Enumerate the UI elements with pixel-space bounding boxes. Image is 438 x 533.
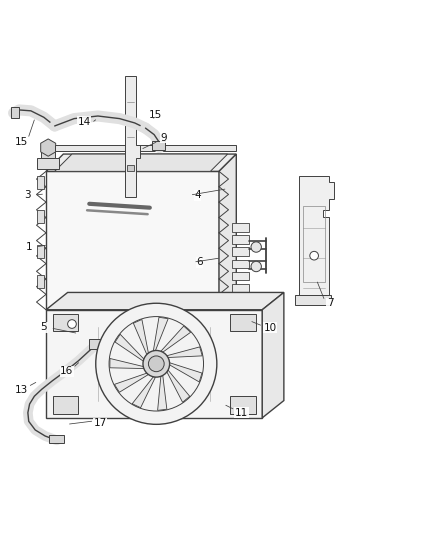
Polygon shape xyxy=(46,172,219,310)
Polygon shape xyxy=(230,396,256,414)
Polygon shape xyxy=(53,396,78,414)
Polygon shape xyxy=(127,165,134,172)
Polygon shape xyxy=(115,334,144,361)
Polygon shape xyxy=(158,375,167,410)
Polygon shape xyxy=(37,158,59,169)
Polygon shape xyxy=(36,211,44,223)
Polygon shape xyxy=(152,141,165,150)
Polygon shape xyxy=(53,314,78,332)
Polygon shape xyxy=(232,223,249,232)
Text: 13: 13 xyxy=(14,385,28,395)
Text: 15: 15 xyxy=(14,137,28,147)
Circle shape xyxy=(310,252,318,260)
Text: 4: 4 xyxy=(194,190,201,200)
Circle shape xyxy=(251,261,261,272)
Text: 16: 16 xyxy=(60,366,74,376)
Text: 6: 6 xyxy=(196,257,203,267)
Circle shape xyxy=(189,320,198,328)
Polygon shape xyxy=(299,176,334,295)
Polygon shape xyxy=(232,247,249,256)
Text: 14: 14 xyxy=(78,117,91,127)
Polygon shape xyxy=(36,275,44,288)
Polygon shape xyxy=(170,363,202,382)
Polygon shape xyxy=(134,319,148,354)
Polygon shape xyxy=(46,154,236,172)
Polygon shape xyxy=(167,347,202,358)
Polygon shape xyxy=(89,339,102,349)
Polygon shape xyxy=(114,373,148,392)
Text: 17: 17 xyxy=(93,418,107,428)
Polygon shape xyxy=(185,319,201,329)
Text: 11: 11 xyxy=(235,408,248,418)
Text: 3: 3 xyxy=(25,190,31,200)
Polygon shape xyxy=(36,176,44,189)
Polygon shape xyxy=(110,359,144,368)
Polygon shape xyxy=(49,435,64,443)
Polygon shape xyxy=(46,293,284,310)
Text: 9: 9 xyxy=(160,133,167,143)
Polygon shape xyxy=(55,310,210,320)
Circle shape xyxy=(143,351,170,377)
Polygon shape xyxy=(295,295,332,305)
Polygon shape xyxy=(11,107,19,118)
Polygon shape xyxy=(232,272,249,280)
Polygon shape xyxy=(232,260,249,268)
Polygon shape xyxy=(232,236,249,244)
Text: 7: 7 xyxy=(327,298,333,308)
Polygon shape xyxy=(219,154,236,310)
Text: 15: 15 xyxy=(148,110,162,120)
Circle shape xyxy=(96,303,217,424)
Polygon shape xyxy=(41,148,55,158)
Polygon shape xyxy=(36,245,44,258)
Polygon shape xyxy=(55,154,228,172)
Circle shape xyxy=(148,356,164,372)
Text: 1: 1 xyxy=(25,242,32,252)
Polygon shape xyxy=(64,319,80,329)
Polygon shape xyxy=(161,326,191,352)
Text: 10: 10 xyxy=(264,323,276,333)
Polygon shape xyxy=(230,314,256,332)
Text: 5: 5 xyxy=(41,322,47,332)
Polygon shape xyxy=(262,293,284,418)
Polygon shape xyxy=(232,284,249,293)
Polygon shape xyxy=(153,317,168,351)
Polygon shape xyxy=(132,377,155,408)
Polygon shape xyxy=(125,76,140,197)
Polygon shape xyxy=(41,139,56,156)
Polygon shape xyxy=(167,370,190,402)
Circle shape xyxy=(67,320,76,328)
Polygon shape xyxy=(55,144,236,151)
Polygon shape xyxy=(46,310,262,418)
Circle shape xyxy=(251,242,261,252)
